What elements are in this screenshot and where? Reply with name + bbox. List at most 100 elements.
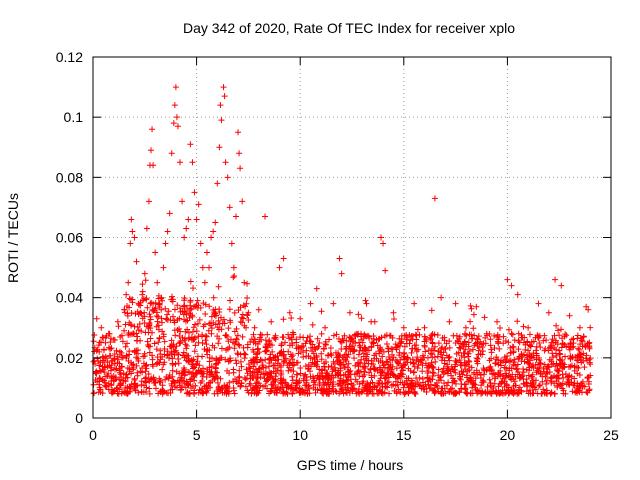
data-point [181,316,188,323]
data-point [190,389,197,396]
data-point [208,234,215,241]
data-point [352,340,359,347]
data-point [391,372,398,379]
data-point [187,312,194,319]
data-point [479,389,486,396]
data-point [226,204,233,211]
data-point [387,370,394,377]
data-point [514,291,521,298]
y-tick-label: 0.1 [64,109,84,125]
data-point [242,376,249,383]
data-point [217,375,224,382]
data-point [501,354,508,361]
data-point [256,338,263,345]
data-point [92,369,99,376]
data-point [318,370,325,377]
data-point [263,341,270,348]
data-point [471,369,478,376]
data-point [339,336,346,343]
data-point [115,390,122,397]
data-point [224,345,231,352]
data-point [217,354,224,361]
data-point [465,350,472,357]
data-point [581,383,588,390]
data-point [126,295,133,302]
data-point [311,356,318,363]
data-point [250,331,257,338]
data-point [339,387,346,394]
data-point [347,348,354,355]
data-point [125,331,132,338]
data-point [323,370,330,377]
data-point [233,325,240,332]
data-point [150,374,157,381]
data-point [495,336,502,343]
data-point [405,388,412,395]
data-point [202,311,209,318]
data-point [539,378,546,385]
data-point [550,360,557,367]
data-point [568,362,575,369]
data-point [429,369,436,376]
data-point [189,159,196,166]
data-point [289,362,296,369]
data-point [557,362,564,369]
data-point [379,359,386,366]
data-point [345,369,352,376]
data-point [98,324,105,331]
data-point [230,378,237,385]
data-point [576,324,583,331]
data-point [201,383,208,390]
data-point [359,347,366,354]
data-point [150,162,157,169]
data-point [533,343,540,350]
data-point [414,365,421,372]
data-point [239,198,246,205]
data-point [297,315,304,322]
data-point [587,361,594,368]
data-point [280,390,287,397]
data-point [528,374,535,381]
data-point [530,350,537,357]
data-point [142,329,149,336]
data-point [192,342,199,349]
data-point [336,352,343,359]
data-point [209,355,216,362]
data-point [232,357,239,364]
data-point [145,371,152,378]
data-point [115,323,122,330]
data-point [382,267,389,274]
data-point [148,147,155,154]
data-point [576,382,583,389]
data-point [411,389,418,396]
data-point [527,380,534,387]
data-point [515,355,522,362]
data-point [378,234,385,241]
data-point [514,318,521,325]
data-point [428,336,435,343]
data-point [250,363,257,370]
data-point [408,349,415,356]
data-point [464,374,471,381]
data-point [215,386,222,393]
data-point [400,324,407,331]
data-point [199,378,206,385]
data-point [164,228,171,235]
data-point [241,374,248,381]
data-point [365,357,372,364]
data-point [215,340,222,347]
data-point [353,388,360,395]
data-point [227,317,234,324]
data-point [231,309,238,316]
data-point [154,309,161,316]
data-point [479,351,486,358]
data-point [488,355,495,362]
data-point [133,362,140,369]
data-point [352,331,359,338]
data-point [201,279,208,286]
data-point [573,387,580,394]
data-point [233,378,240,385]
data-point [496,345,503,352]
data-point [183,225,190,232]
data-point [152,385,159,392]
